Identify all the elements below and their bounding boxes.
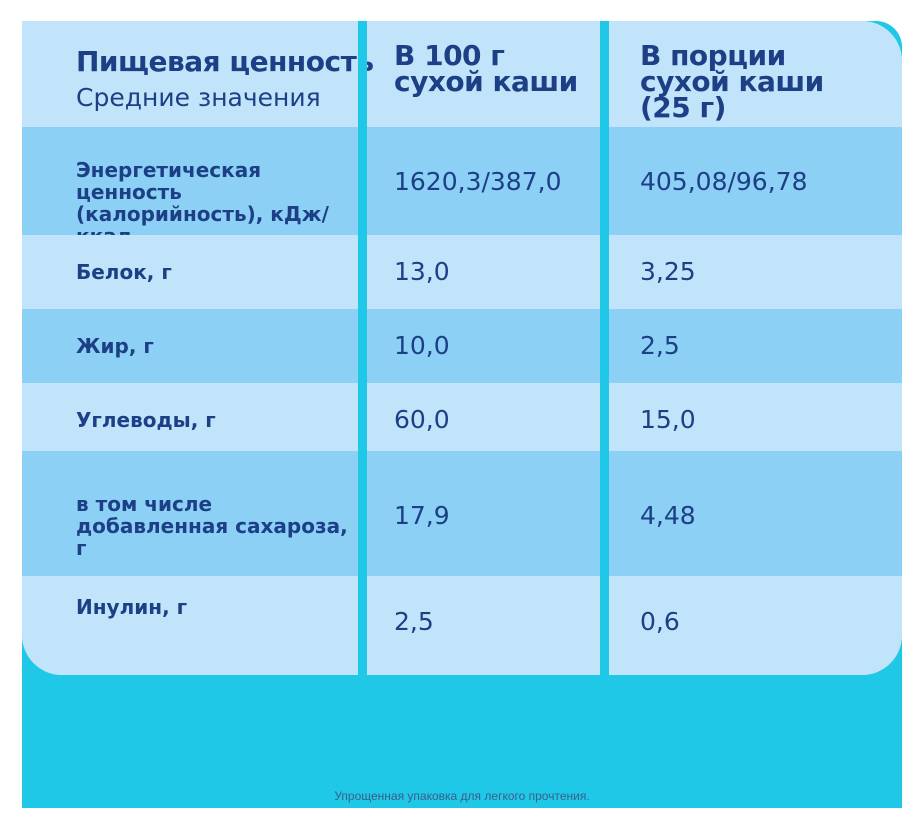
row-value-per100: 13,0 [394,257,450,286]
header-title-per-portion: В порции сухой каши (25 г) [640,39,824,124]
row-value-cell: 405,08/96,78 [640,127,890,235]
header-title-per100: В 100 г сухой каши [394,39,578,98]
table-row: Углеводы, г 60,0 15,0 [22,383,902,451]
column-divider [600,21,609,675]
row-label-cell: Углеводы, г [76,383,361,451]
row-value-cell: 3,25 [640,235,890,309]
table-row: Энергетическая ценность (калорийность), … [22,127,902,247]
row-value-per-portion: 405,08/96,78 [640,167,808,196]
table-row: Белок, г 13,0 3,25 [22,235,902,309]
row-label: в том числе добавленная сахароза, г [76,492,348,560]
row-value-cell: 0,6 [640,576,890,675]
row-value-cell: 2,5 [640,309,890,383]
row-value-per100: 10,0 [394,331,450,360]
row-label-cell: Инулин, г [76,576,361,675]
header-cell-per-portion: В порции сухой каши (25 г) [640,21,890,127]
header-title-nutrition: Пищевая ценность [76,45,374,78]
row-label-cell: Белок, г [76,235,361,309]
row-label-cell: Жир, г [76,309,361,383]
table-row: Инулин, г 2,5 0,6 [22,576,902,675]
row-value-per-portion: 0,6 [640,607,680,636]
row-value-cell: 4,48 [640,451,890,576]
table-row: в том числе добавленная сахароза, г 17,9… [22,451,902,576]
row-label: Инулин, г [76,595,188,619]
row-value-per100: 17,9 [394,501,450,530]
row-label: Углеводы, г [76,408,216,432]
table-header-row: Пищевая ценность Средние значения В 100 … [22,21,902,127]
row-label-cell: в том числе добавленная сахароза, г [76,451,361,576]
row-value-cell: 13,0 [394,235,604,309]
header-cell-nutrition: Пищевая ценность Средние значения [76,21,374,127]
column-divider [358,21,367,675]
row-value-per100: 1620,3/387,0 [394,167,562,196]
row-value-cell: 17,9 [394,451,604,576]
row-value-cell: 1620,3/387,0 [394,127,604,235]
row-value-cell: 2,5 [394,576,604,675]
header-cell-per100: В 100 г сухой каши [394,21,604,127]
row-value-per-portion: 3,25 [640,257,696,286]
nutrition-table: Пищевая ценность Средние значения В 100 … [22,21,902,675]
row-value-cell: 60,0 [394,383,604,451]
row-value-per-portion: 15,0 [640,405,696,434]
row-value-per100: 60,0 [394,405,450,434]
row-value-per-portion: 2,5 [640,331,680,360]
row-label: Белок, г [76,260,172,284]
header-subtitle-averages: Средние значения [76,83,321,112]
row-value-per100: 2,5 [394,607,434,636]
row-label-cell: Энергетическая ценность (калорийность), … [76,127,361,247]
nutrition-panel: Пищевая ценность Средние значения В 100 … [22,21,902,808]
table-row: Жир, г 10,0 2,5 [22,309,902,383]
row-label: Энергетическая ценность (калорийность), … [76,158,329,247]
footnote: Упрощенная упаковка для легкого прочтени… [334,789,590,803]
row-value-per-portion: 4,48 [640,501,696,530]
row-value-cell: 15,0 [640,383,890,451]
row-label: Жир, г [76,334,154,358]
row-value-cell: 10,0 [394,309,604,383]
